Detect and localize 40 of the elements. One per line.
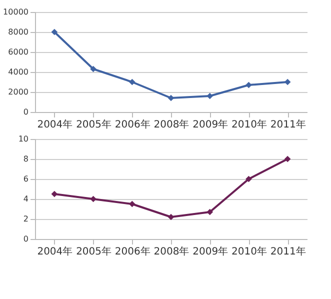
x-tick-label: 2004年 <box>37 118 73 130</box>
y-tick-label: 10000 <box>3 8 28 16</box>
x-tick-label: 2010年 <box>231 118 267 130</box>
y-tick-label: 2000 <box>8 88 28 96</box>
point <box>168 214 174 220</box>
x-tick-label: 2004年 <box>37 246 73 258</box>
point <box>90 196 96 202</box>
x-tick-label: 2006年 <box>114 246 150 258</box>
y-tick-label: 8 <box>23 154 28 164</box>
y-tick-label: 4000 <box>8 68 28 76</box>
y-tick-label: 10 <box>18 134 28 144</box>
y-tick-label: 6 <box>23 174 28 184</box>
x-tick-label: 2010年 <box>231 246 267 258</box>
point <box>206 92 214 100</box>
x-tick-label: 2008年 <box>154 246 190 258</box>
x-tick-label: 2008年 <box>154 118 190 130</box>
y-tick-label: 0 <box>23 108 28 116</box>
point <box>128 200 136 208</box>
x-tick-label: 2006年 <box>114 118 150 130</box>
y-tick-label: 6000 <box>8 48 28 56</box>
point <box>284 156 291 162</box>
point <box>246 82 252 88</box>
x-tick-label: 2011年 <box>270 246 306 258</box>
point <box>128 78 136 86</box>
point <box>168 94 174 102</box>
y-tick-label: 8000 <box>8 28 28 36</box>
x-tick-label: 2009年 <box>192 118 228 130</box>
y-tick-label: 4 <box>23 194 28 204</box>
point <box>284 78 291 86</box>
y-tick-label: 0 <box>23 234 28 244</box>
point <box>206 208 214 216</box>
x-tick-label: 2005年 <box>76 118 112 130</box>
point <box>246 176 252 182</box>
x-tick-label: 2005年 <box>76 246 112 258</box>
y-tick-label: 2 <box>23 214 28 224</box>
point <box>51 28 58 36</box>
x-tick-label: 2009年 <box>192 246 228 258</box>
point <box>51 190 58 198</box>
point <box>90 66 96 72</box>
x-tick-label: 2011年 <box>270 118 306 130</box>
